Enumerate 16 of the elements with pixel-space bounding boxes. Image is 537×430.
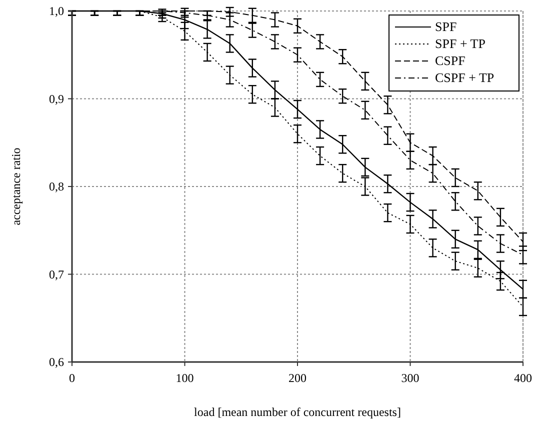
y-tick-label: 0,9 (49, 92, 64, 106)
y-tick-label: 0,6 (49, 355, 64, 369)
x-tick-label: 100 (176, 371, 194, 385)
x-tick-label: 200 (288, 371, 306, 385)
x-axis-title: load [mean number of concurrent requests] (194, 405, 401, 419)
y-tick-label: 0,7 (49, 267, 64, 282)
x-tick-label: 0 (69, 371, 75, 385)
legend-label: CSPF + TP (435, 70, 494, 85)
y-tick-label: 0,8 (49, 180, 64, 194)
y-axis-title: acceptance ratio (9, 148, 23, 226)
x-tick-label: 400 (514, 371, 532, 385)
x-tick-label: 300 (401, 371, 420, 385)
legend-label: SPF + TP (435, 36, 486, 51)
legend-label: CSPF (435, 53, 466, 68)
y-tick-label: 1,0 (49, 4, 64, 18)
legend-label: SPF (435, 19, 457, 34)
